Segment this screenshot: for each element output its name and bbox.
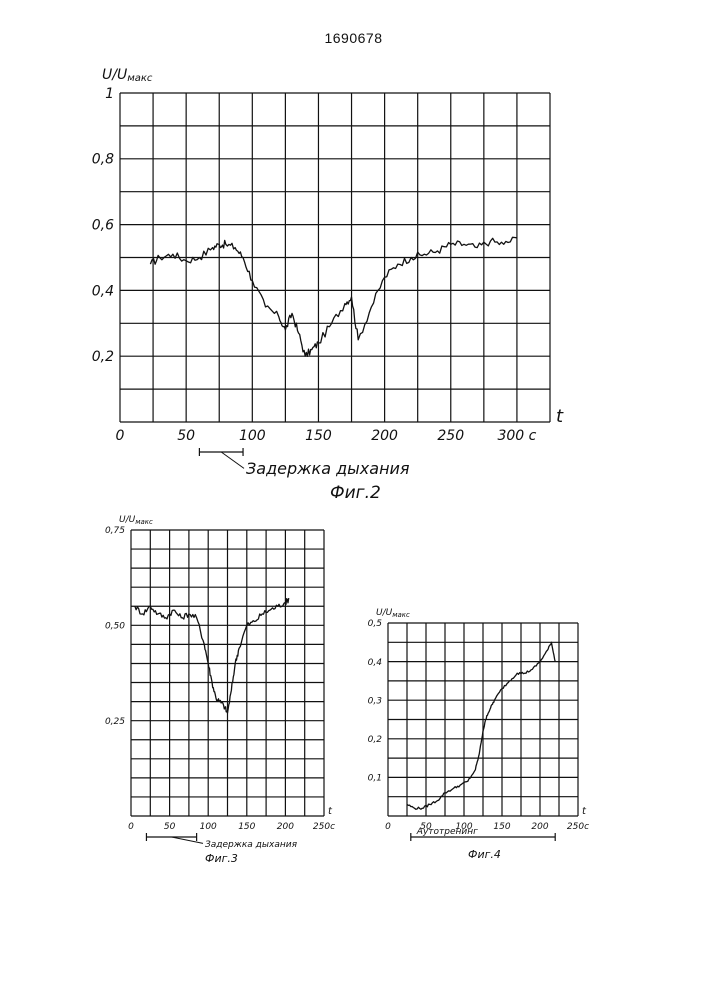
y-axis-label-main: U/U [102, 67, 127, 83]
x-tick-label: 200 [371, 428, 398, 444]
x-tick-label: 100 [200, 822, 217, 832]
y-tick-label: 0,5 [368, 619, 383, 629]
y-tick-label: 0,25 [105, 717, 125, 727]
y-axis-label-sub: макс [127, 73, 153, 84]
x-tick-label: 150 [493, 822, 510, 832]
x-tick-label: 0 [116, 428, 125, 444]
x-tick-label: 150 [238, 822, 255, 832]
y-tick-label: 1 [105, 86, 114, 102]
y-tick-label: 0,4 [92, 283, 114, 299]
data-series-line [407, 642, 555, 809]
annotation-label: Аутотренинг [416, 827, 478, 837]
x-tick-label: 50 [164, 822, 176, 832]
grid [120, 93, 550, 422]
annotation: Задержка дыхания [146, 833, 297, 850]
x-axis-label: t [556, 406, 564, 427]
x-tick-label: 200 [277, 822, 294, 832]
y-axis-label-main: U/U [376, 608, 393, 618]
x-tick-label: 0 [128, 822, 134, 832]
x-tick-label: 300 с [497, 428, 536, 444]
x-tick-label: 50 [177, 428, 195, 444]
chart-fig-4: 0,10,20,30,40,5050100150200250сU/UмаксtА… [368, 608, 589, 861]
x-tick-label: 250с [313, 822, 335, 832]
y-axis-label: U/Uмакс [119, 515, 153, 526]
y-tick-label: 0,1 [368, 774, 382, 784]
y-tick-label: 0,2 [368, 735, 383, 745]
data-series-line [150, 237, 517, 356]
y-axis-label: U/Uмакс [102, 67, 153, 84]
chart-fig-2: 0,2 0,4 0,6 0,8 1 0 50 100 150 200 250 300 с U/Uмакс… [92, 67, 564, 503]
y-axis-label-sub: макс [392, 611, 410, 619]
y-axis-label-sub: макс [135, 518, 153, 526]
y-tick-label: 0,2 [92, 349, 114, 365]
y-tick-label: 0,8 [92, 152, 114, 168]
x-tick-label: 0 [385, 822, 391, 832]
x-tick-label: 200 [531, 822, 548, 832]
grid [131, 530, 324, 816]
annotation-label: Задержка дыхания [205, 840, 298, 850]
x-axis-label: t [582, 806, 587, 817]
y-tick-label: 0,50 [105, 621, 125, 631]
annotation-leader [172, 837, 203, 843]
y-axis-label-main: U/U [119, 515, 136, 525]
y-tick-label: 0,4 [368, 658, 383, 668]
figure-label: Фиг.4 [468, 848, 501, 861]
y-tick-label: 0,3 [368, 696, 383, 706]
figure-label: Фиг.2 [330, 483, 381, 503]
x-axis-label: t [328, 806, 333, 817]
chart-fig-3: 0,25 0,50 0,75 0 50 100 150 200 250с U/Uмакс t Заде… [105, 515, 335, 865]
annotation-leader [221, 452, 244, 468]
y-tick-label: 0,75 [105, 526, 125, 536]
y-axis-label: U/Uмакс [376, 608, 410, 619]
y-tick-label: 0,6 [92, 218, 114, 234]
x-tick-label: 100 [239, 428, 266, 444]
annotation-label: Задержка дыхания [246, 459, 410, 478]
x-tick-label: 150 [305, 428, 332, 444]
annotation: Задержка дыхания [199, 448, 410, 478]
x-tick-label: 250с [567, 822, 589, 832]
figure-label: Фиг.3 [205, 852, 238, 865]
grid [388, 623, 578, 816]
x-tick-label: 250 [437, 428, 464, 444]
